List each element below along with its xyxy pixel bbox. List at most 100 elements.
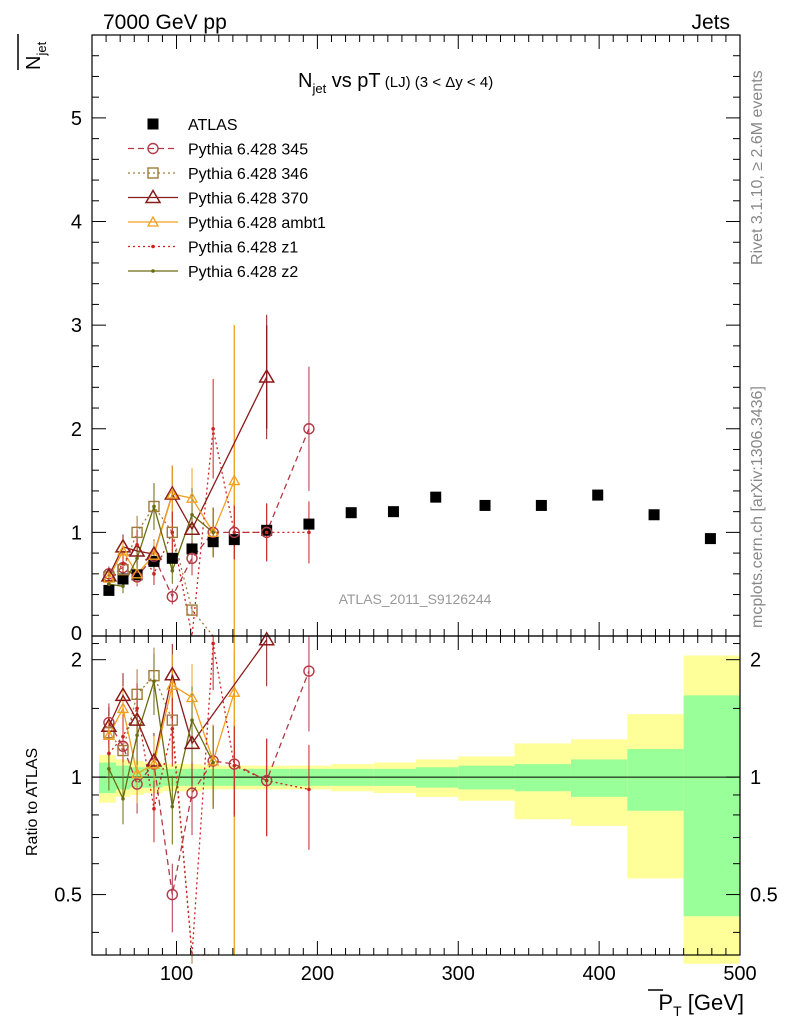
ratio-error-bars (108, 636, 310, 964)
x-axis-label-main: P (658, 990, 673, 1015)
ratio-point-pythia-6-428-370 (114, 686, 132, 702)
main-point-pythia-6-428-ambt1 (102, 571, 116, 583)
ratio-point-pythia-6-428-ambt1 (166, 678, 179, 690)
main-point-pythia-6-428-z2 (152, 504, 156, 509)
x-axis-label-sub: T (673, 1003, 682, 1019)
main-point-pythia-6-428-ambt1 (207, 526, 220, 538)
ratio-point-pythia-6-428-z2 (135, 733, 139, 738)
main-ylabel: Njet (17, 34, 49, 70)
main-ytick-label: 4 (71, 212, 82, 234)
main-point-atlas (648, 509, 660, 521)
ratio-band-inner (514, 764, 571, 792)
main-point-pythia-6-428-z2 (190, 512, 194, 517)
ratio-band-inner (683, 695, 740, 917)
main-point-pythia-6-428-ambt1 (185, 491, 199, 503)
main-point-pythia-6-428-ambt1 (228, 474, 241, 486)
main-point-pythia-6-428-z2 (121, 584, 125, 589)
main-point-atlas (228, 534, 240, 546)
main-point-atlas (535, 499, 547, 511)
ratio-point-pythia-6-428-370 (183, 734, 201, 750)
main-ytick-label: 1 (71, 522, 82, 544)
ratio-point-pythia-6-428-z1 (152, 806, 156, 811)
main-point-atlas (166, 552, 178, 564)
legend-label-pythia-6-428-370: Pythia 6.428 370 (188, 191, 308, 208)
ratio-point-pythia-6-428-ambt1 (102, 728, 116, 740)
legend-label-pythia-6-428-ambt1: Pythia 6.428 ambt1 (188, 215, 326, 232)
main-point-atlas (592, 489, 604, 501)
ratio-point-pythia-6-428-ambt1 (130, 767, 144, 779)
main-point-pythia-6-428-z1 (307, 530, 311, 535)
main-point-pythia-6-428-ambt1 (130, 567, 144, 579)
ratio-point-pythia-6-428-z1 (135, 706, 139, 711)
ratio-xtick-label: 100 (160, 963, 193, 985)
legend-item-pythia-6-428-346: Pythia 6.428 346 (128, 166, 308, 183)
ratio-ylabel: Ratio to ATLAS (24, 748, 41, 856)
main-title-sub: jet (311, 81, 326, 96)
main-point-pythia-6-428-370 (128, 542, 146, 557)
ratio-point-pythia-6-428-z2 (190, 718, 194, 722)
ratio-axes: 0.5 0.5 1 1 2 2 100 200 300 400 500 (54, 635, 778, 985)
main-point-atlas (387, 506, 399, 518)
legend: ATLAS Pythia 6.428 345 Pythia 6.428 346 Pyt… (128, 117, 326, 281)
x-axis-label-rest: [GeV] (682, 990, 744, 1015)
ratio-point-pythia-6-428-370 (258, 631, 275, 646)
main-ytick-label: 5 (71, 108, 82, 130)
main-point-atlas (186, 543, 198, 555)
ratio-point-pythia-6-428-ambt1 (207, 754, 220, 766)
main-ylabel-sub: jet (34, 41, 49, 56)
side-label-top: Rivet 3.1.10, ≥ 2.6M events (749, 70, 766, 265)
ratio-point-pythia-6-428-z1 (232, 763, 237, 768)
main-point-pythia-6-428-z1 (135, 543, 139, 547)
main-point-pythia-6-428-z1 (121, 561, 125, 566)
ratio-point-pythia-6-428-345 (186, 787, 198, 799)
main-series-markers (100, 368, 716, 616)
main-point-pythia-6-428-370 (163, 485, 181, 500)
main-point-pythia-6-428-ambt1 (116, 544, 130, 556)
ratio-series-markers (100, 631, 315, 901)
legend-marker-pythia-6-428-345 (147, 142, 159, 155)
legend-marker-pythia-6-428-z2 (151, 269, 155, 273)
ratio-point-pythia-6-428-345 (260, 774, 273, 787)
main-point-pythia-6-428-z2 (135, 556, 139, 561)
ratio-point-pythia-6-428-345 (166, 888, 178, 901)
ratio-point-pythia-6-428-346 (131, 688, 143, 701)
ratio-xtick-label: 300 (442, 963, 475, 985)
ratio-line-pythia-6-428-z1 (108, 643, 310, 956)
ratio-ytick-label: 1 (71, 767, 82, 789)
main-point-pythia-6-428-370 (100, 567, 118, 582)
main-title-small: (LJ) (3 < Δy < 4) (381, 74, 494, 91)
main-point-atlas (261, 524, 273, 536)
ratio-point-pythia-6-428-z1 (107, 751, 111, 756)
main-point-pythia-6-428-345 (260, 526, 273, 539)
ratio-point-pythia-6-428-345 (303, 665, 315, 677)
ratio-ytick-label: 0.5 (54, 885, 82, 907)
main-title-rest: vs pT (326, 70, 380, 92)
ratio-xtick-label: 500 (723, 963, 756, 985)
main-point-pythia-6-428-ambt1 (166, 487, 179, 499)
legend-marker-pythia-6-428-370 (144, 189, 162, 204)
main-ytick-label: 3 (71, 315, 82, 337)
main-point-atlas (479, 499, 491, 511)
ratio-line-pythia-6-428-346 (108, 674, 214, 956)
ratio-point-pythia-6-428-z1 (264, 778, 269, 783)
main-point-pythia-6-428-z2 (170, 568, 175, 573)
legend-item-pythia-6-428-z2: Pythia 6.428 z2 (128, 264, 298, 281)
main-point-pythia-6-428-346 (131, 526, 143, 539)
main-point-atlas (103, 584, 115, 596)
legend-item-pythia-6-428-z1: Pythia 6.428 z1 (128, 240, 298, 257)
main-point-pythia-6-428-345 (303, 423, 315, 435)
main-title: Njet vs pT (LJ) (3 < Δy < 4) (298, 70, 493, 96)
main-point-pythia-6-428-346 (148, 500, 160, 513)
ratio-point-pythia-6-428-346 (166, 714, 178, 726)
ratio-point-pythia-6-428-z2 (152, 679, 156, 684)
main-point-pythia-6-428-ambt1 (147, 548, 161, 560)
ratio-point-pythia-6-428-370 (128, 711, 146, 726)
ratio-point-pythia-6-428-z1 (121, 734, 125, 739)
main-point-pythia-6-428-z2 (107, 582, 111, 586)
svg-text:Njet vs pT (LJ) (3 < Δy < 4): Njet vs pT (LJ) (3 < Δy < 4) (298, 70, 493, 96)
svg-text:Njet: Njet (23, 41, 49, 70)
ratio-series-lines (108, 639, 310, 956)
main-ylabel-main: N (23, 56, 45, 70)
main-point-pythia-6-428-345 (228, 526, 240, 539)
